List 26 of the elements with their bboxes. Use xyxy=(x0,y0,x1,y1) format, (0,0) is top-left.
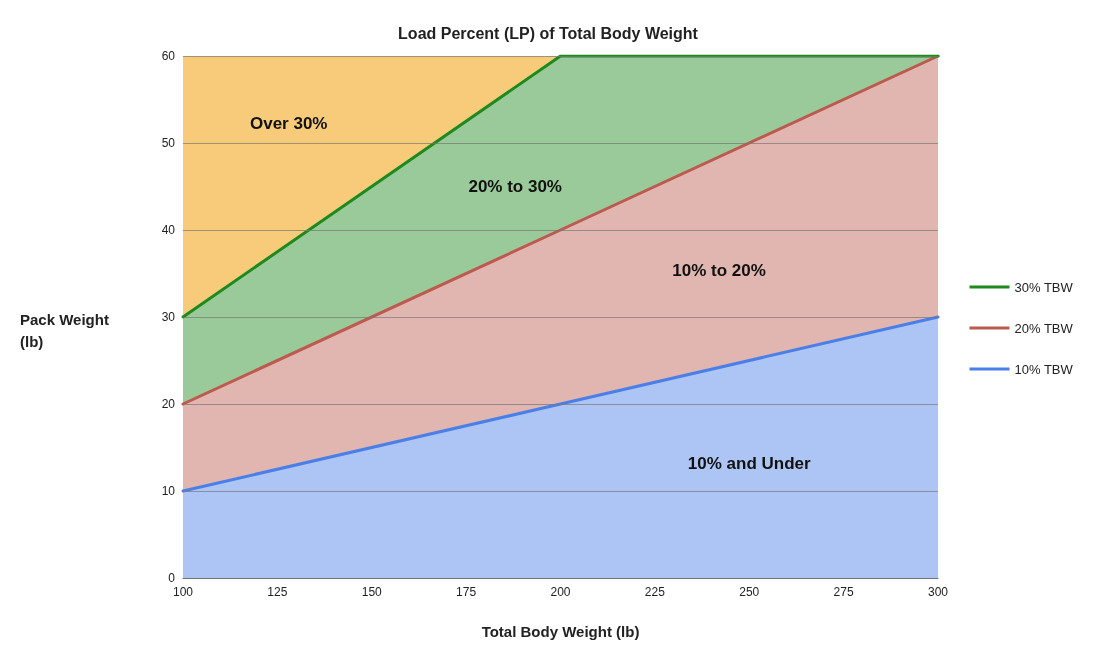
y-tick-label: 20 xyxy=(161,397,176,411)
x-axis-title: Total Body Weight (lb) xyxy=(481,623,640,640)
y-tick-label: 0 xyxy=(168,571,176,585)
annotation: Over 30% xyxy=(249,114,328,134)
x-tick-label: 200 xyxy=(550,585,571,599)
x-tick-label: 175 xyxy=(456,585,477,599)
x-tick-label: 150 xyxy=(361,585,383,599)
y-tick-label: 30 xyxy=(161,310,176,324)
y-tick-label: 40 xyxy=(161,223,176,237)
legend-label: 30% TBW xyxy=(1014,279,1074,295)
x-tick-label: 125 xyxy=(267,585,288,599)
y-tick-label: 60 xyxy=(161,49,176,63)
chart-title: Load Percent (LP) of Total Body Weight xyxy=(398,24,699,42)
y-axis-title: Pack Weight (lb) xyxy=(20,310,109,350)
annotation: 20% to 30% xyxy=(468,177,562,196)
legend-label: 10% TBW xyxy=(1014,361,1074,377)
y-tick-label: 10 xyxy=(161,484,176,498)
annotation: 10% and Under xyxy=(687,453,812,473)
x-tick-label: 300 xyxy=(927,585,949,599)
x-tick-label: 100 xyxy=(172,585,194,599)
legend-label: 20% TBW xyxy=(1014,320,1074,336)
y-tick-label: 50 xyxy=(161,136,176,150)
x-tick-label: 250 xyxy=(739,585,760,599)
x-tick-label: 225 xyxy=(644,585,666,599)
annotation: 10% to 20% xyxy=(672,260,766,280)
x-tick-label: 275 xyxy=(833,585,854,599)
